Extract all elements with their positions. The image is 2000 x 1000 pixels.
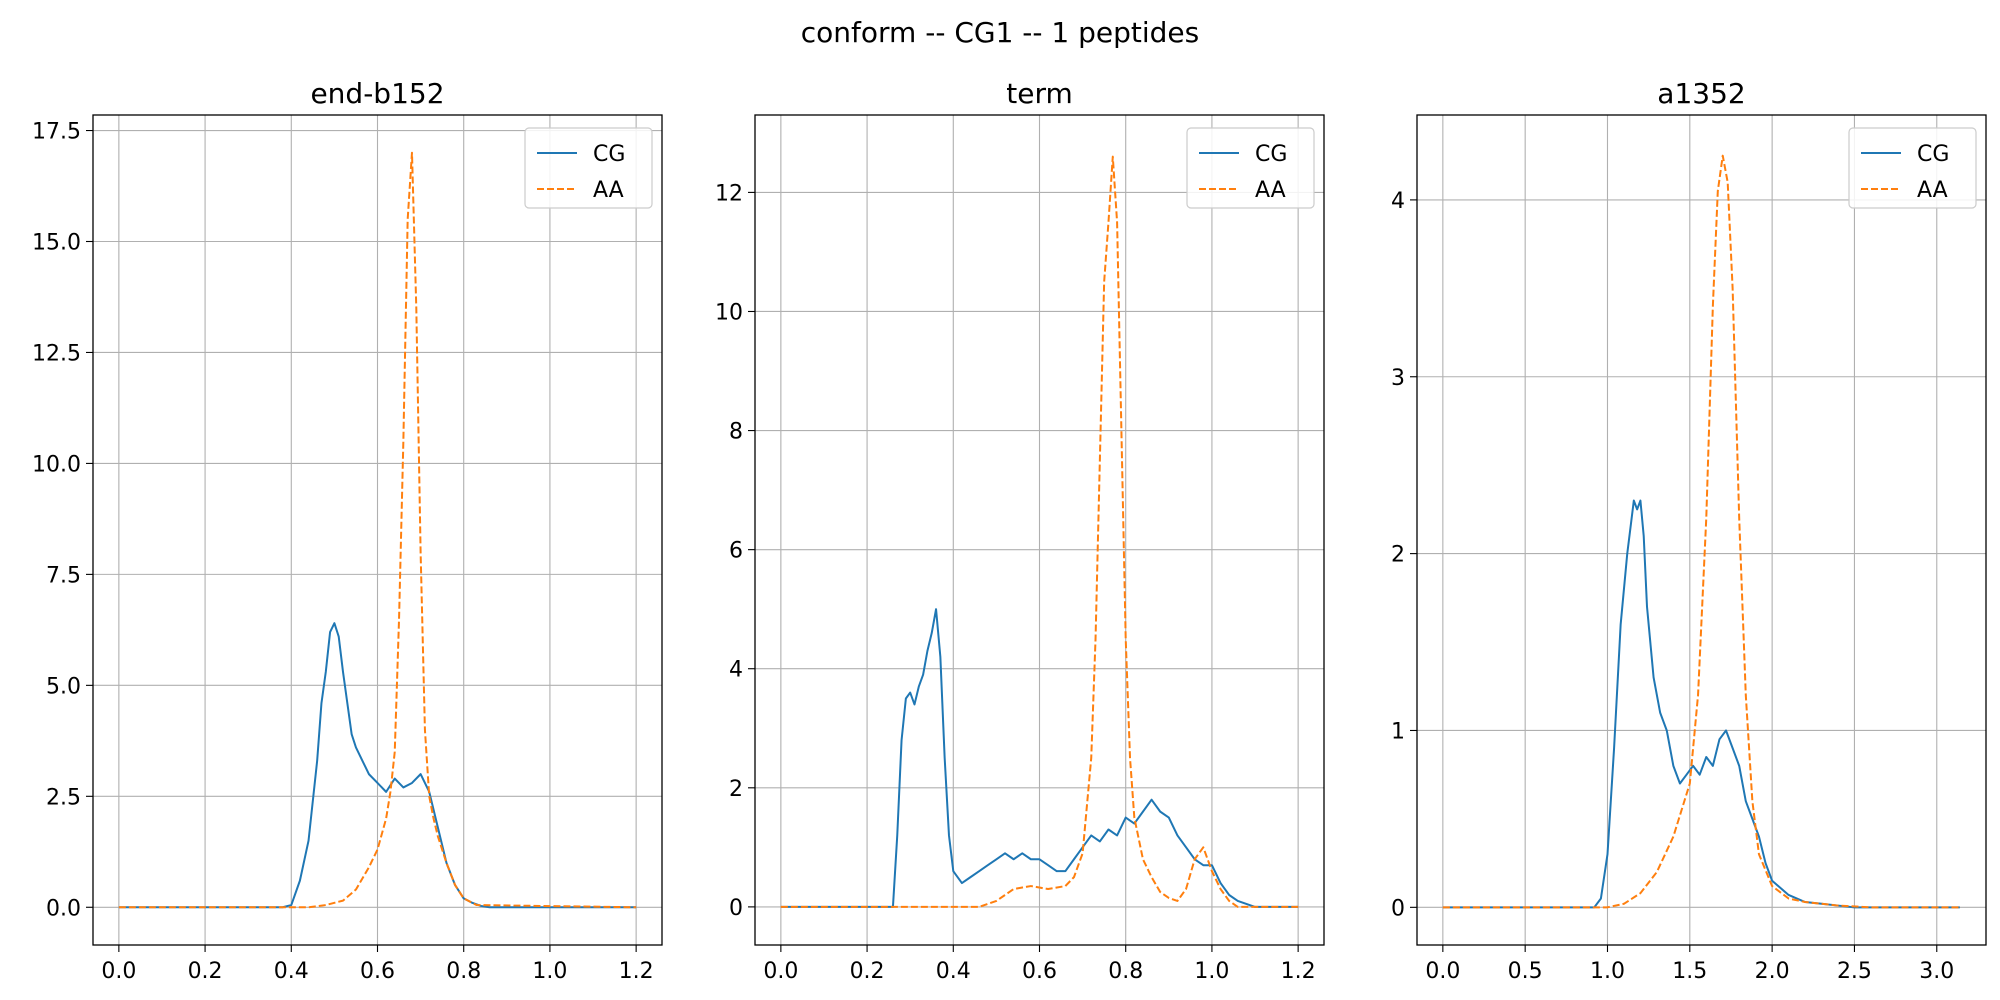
- chart-1-y-tick-label: 8: [729, 420, 743, 445]
- chart-1-legend-box: [1186, 127, 1315, 209]
- chart-0-title: end-b152: [310, 77, 444, 110]
- chart-1-y-tick-label: 12: [715, 181, 743, 206]
- chart-0-series-aa-line: [118, 151, 637, 909]
- chart-0-x-tick-label: 0.8: [446, 959, 481, 984]
- chart-1-x-tick-label: 1.0: [1194, 959, 1229, 984]
- chart-1-series-cg-line: [780, 608, 1299, 908]
- chart-2-series-cg-line: [1442, 499, 1960, 909]
- chart-2-y-tick-label: 0: [1391, 896, 1405, 921]
- chart-0-y-tick-label: 0.0: [46, 896, 81, 921]
- chart-2-x-tick-label: 2.5: [1837, 959, 1872, 984]
- chart-0-legend: CG AA: [524, 127, 653, 209]
- chart-2-y-tick-label: 3: [1391, 366, 1405, 391]
- chart-1-x-tick-label: 0.2: [850, 959, 885, 984]
- chart-0-x-tick-label: 0.6: [360, 959, 395, 984]
- chart-1-x-tick-label: 0.6: [1022, 959, 1057, 984]
- chart-1-x-tick-label: 0.8: [1108, 959, 1143, 984]
- chart-1-series-aa-line: [780, 155, 1299, 908]
- chart-2-x-tick-label: 0.5: [1508, 959, 1543, 984]
- chart-0-y-tick-label: 5.0: [46, 674, 81, 699]
- chart-0-y-tick-label: 12.5: [32, 341, 81, 366]
- chart-1-y-tick-label: 10: [715, 300, 743, 325]
- chart-2-x-tick-label: 1.0: [1590, 959, 1625, 984]
- chart-2-legend-label-cg: CG: [1917, 142, 1949, 167]
- chart-0-x-tick-label: 0.4: [274, 959, 309, 984]
- chart-2-x-tick-label: 2.0: [1755, 959, 1790, 984]
- chart-1-y-tick-label: 2: [729, 777, 743, 802]
- chart-1-x-tick-label: 0.0: [763, 959, 798, 984]
- chart-2-x-tick-label: 0.0: [1425, 959, 1460, 984]
- chart-2-x-tick-label: 1.5: [1672, 959, 1707, 984]
- chart-2-title: a1352: [1657, 77, 1745, 110]
- chart-0-legend-label-cg: CG: [593, 142, 625, 167]
- chart-1-legend-label-cg: CG: [1255, 142, 1287, 167]
- chart-0-y-tick-label: 17.5: [32, 120, 81, 145]
- chart-2-legend-box: [1848, 127, 1977, 209]
- chart-0-x-tick-label: 0.0: [101, 959, 136, 984]
- chart-2-legend: CG AA: [1848, 127, 1977, 209]
- chart-0-y-tick-label: 2.5: [46, 785, 81, 810]
- chart-1-axes-frame: [754, 114, 1325, 946]
- chart-1-y-tick-label: 0: [729, 896, 743, 921]
- chart-0-legend-label-aa: AA: [593, 178, 624, 203]
- chart-2-y-tick-label: 2: [1391, 543, 1405, 568]
- chart-1-y-tick-label: 6: [729, 539, 743, 564]
- chart-2-x-tick-label: 3.0: [1919, 959, 1954, 984]
- chart-2-series-aa-line: [1442, 154, 1960, 909]
- chart-0-x-tick-label: 1.0: [532, 959, 567, 984]
- chart-1-title: term: [1006, 77, 1073, 110]
- chart-2-y-tick-label: 1: [1391, 719, 1405, 744]
- chart-2: 0.0 0.5 1.0 1.5 2.0 2.5 3.0 0 1 2 3 4 a1352 CG AA: [1391, 77, 1987, 984]
- chart-2-y-tick-label: 4: [1391, 189, 1405, 214]
- chart-1: 0.0 0.2 0.4 0.6 0.8 1.0 1.2 0 2 4 6 8 10 12 term CG AA: [715, 77, 1325, 984]
- chart-1-legend-label-aa: AA: [1255, 178, 1286, 203]
- subplot-panels: 0.0 0.2 0.4 0.6 0.8 1.0 1.20.02.55.07.510.012.…: [32, 77, 1987, 984]
- chart-0: 0.0 0.2 0.4 0.6 0.8 1.0 1.2 0.0 2.5 5.0 7.5 10.0 12.…: [32, 77, 663, 984]
- chart-0-x-tick-label: 1.2: [619, 959, 654, 984]
- chart-2-plot-area: [1417, 115, 1986, 945]
- chart-0-y-tick-label: 10.0: [32, 452, 81, 477]
- chart-1-x-tick-label: 0.4: [936, 959, 971, 984]
- chart-0-y-tick-label: 7.5: [46, 563, 81, 588]
- figure-title: conform -- CG1 -- 1 peptides: [801, 16, 1199, 49]
- chart-2-legend-label-aa: AA: [1917, 178, 1948, 203]
- chart-0-axes-frame: [92, 114, 663, 946]
- chart-1-y-tick-label: 4: [729, 658, 743, 683]
- chart-2-axes-frame: [1416, 114, 1987, 946]
- chart-0-y-tick-label: 15.0: [32, 230, 81, 255]
- chart-0-legend-box: [524, 127, 653, 209]
- chart-1-x-tick-label: 1.2: [1281, 959, 1316, 984]
- chart-0-x-tick-label: 0.2: [188, 959, 223, 984]
- chart-1-legend: CG AA: [1186, 127, 1315, 209]
